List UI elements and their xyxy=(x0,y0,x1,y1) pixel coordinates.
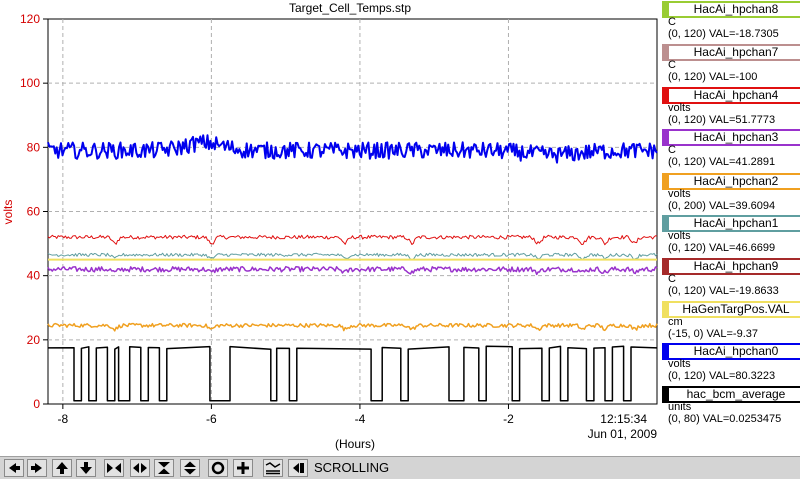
legend-range-value: (-15, 0) VAL=-9.37 xyxy=(668,328,758,340)
arrow-up-button[interactable] xyxy=(52,459,72,477)
circle-button[interactable] xyxy=(208,459,228,477)
y-tick-label: 100 xyxy=(20,76,40,90)
arrow-left-icon xyxy=(9,463,20,473)
axes: 0 20 40 60 80 100 120 -8 -6 -4 -2 xyxy=(20,12,514,426)
x-axis-label: (Hours) xyxy=(335,437,375,451)
legend-unit: cm xyxy=(668,316,683,328)
expand-horizontal-icon xyxy=(133,463,147,473)
x-tick-label: -8 xyxy=(58,412,69,426)
scroll-left-icon xyxy=(293,463,304,473)
arrow-left-button[interactable] xyxy=(4,459,24,477)
legend-unit: units xyxy=(668,401,692,413)
legend-range-value: (0, 120) VAL=80.3223 xyxy=(668,370,776,382)
trend-icon xyxy=(265,462,281,475)
series-line-HacAi_hpchan1 xyxy=(47,252,658,261)
series-layer xyxy=(47,134,658,402)
legend-unit: C xyxy=(668,16,676,28)
legend-unit: C xyxy=(668,273,676,285)
legend-entry[interactable]: HacAi_hpchan1 volts (0, 120) VAL=46.6699 xyxy=(660,214,800,254)
compress-horizontal-button[interactable] xyxy=(104,459,124,477)
legend-series-name: HacAi_hpchan9 xyxy=(662,258,800,275)
legend-series-name: HacAi_hpchan7 xyxy=(662,44,800,61)
legend-series-name: HacAi_hpchan8 xyxy=(662,1,800,18)
compress-vertical-button[interactable] xyxy=(154,459,174,477)
y-tick-label: 0 xyxy=(33,397,40,411)
y-axis-label: volts xyxy=(1,200,15,225)
legend-range-value: (0, 120) VAL=-19.8633 xyxy=(668,285,779,297)
legend-entry[interactable]: HacAi_hpchan9 C (0, 120) VAL=-19.8633 xyxy=(660,257,800,297)
legend-unit: volts xyxy=(668,102,691,114)
legend-entry[interactable]: HacAi_hpchan4 volts (0, 120) VAL=51.7773 xyxy=(660,86,800,126)
x-tick-label: -2 xyxy=(503,412,514,426)
legend-series-name: HacAi_hpchan1 xyxy=(662,215,800,232)
arrow-right-icon xyxy=(31,463,42,473)
legend-entry[interactable]: HacAi_hpchan8 C (0, 120) VAL=-18.7305 xyxy=(660,0,800,40)
chart: 0 20 40 60 80 100 120 -8 -6 -4 -2 Target_Cell_Temp… xyxy=(1,1,658,451)
expand-vertical-icon xyxy=(184,461,196,475)
legend-unit: volts xyxy=(668,188,691,200)
y-tick-label: 20 xyxy=(27,333,41,347)
y-tick-label: 120 xyxy=(20,12,40,26)
series-line-hac_bcm_average xyxy=(47,345,658,402)
legend-entry[interactable]: HacAi_hpchan7 C (0, 120) VAL=-100 xyxy=(660,43,800,83)
arrow-right-button[interactable] xyxy=(27,459,47,477)
legend-unit: C xyxy=(668,59,676,71)
arrow-down-button[interactable] xyxy=(76,459,96,477)
series-line-HacAi_hpchan4 xyxy=(47,234,658,246)
legend-series-name: HaGenTargPos.VAL xyxy=(662,301,800,318)
legend-series-name: HacAi_hpchan2 xyxy=(662,173,800,190)
circle-icon xyxy=(211,461,225,475)
plus-button[interactable] xyxy=(233,459,253,477)
series-line-HacAi_hpchan0 xyxy=(47,134,658,164)
chart-title: Target_Cell_Temps.stp xyxy=(289,1,411,15)
y-tick-label: 40 xyxy=(27,269,41,283)
x-tick-label: -4 xyxy=(355,412,366,426)
legend-unit: C xyxy=(668,144,676,156)
legend-entry[interactable]: HacAi_hpchan3 C (0, 120) VAL=41.2891 xyxy=(660,128,800,168)
timestamp-date: Jun 01, 2009 xyxy=(588,427,658,441)
arrow-down-icon xyxy=(80,462,92,474)
series-line-HacAi_hpchan2 xyxy=(47,322,658,332)
scrolling-status: SCROLLING xyxy=(314,460,390,475)
legend-range-value: (0, 120) VAL=46.6699 xyxy=(668,242,776,254)
expand-vertical-button[interactable] xyxy=(180,459,200,477)
legend-range-value: (0, 80) VAL=0.0253475 xyxy=(668,413,782,425)
legend-series-name: HacAi_hpchan4 xyxy=(662,87,800,104)
legend-series-name: HacAi_hpchan3 xyxy=(662,129,800,146)
plus-icon xyxy=(237,462,249,474)
legend-series-name: HacAi_hpchan0 xyxy=(662,343,800,360)
legend-range-value: (0, 200) VAL=39.6094 xyxy=(668,200,776,212)
timestamp-time: 12:15:34 xyxy=(600,412,647,426)
legend-unit: volts xyxy=(668,230,691,242)
legend-range-value: (0, 120) VAL=-100 xyxy=(668,71,758,83)
legend-range-value: (0, 120) VAL=41.2891 xyxy=(668,156,776,168)
legend-entry[interactable]: hac_bcm_average units (0, 80) VAL=0.025347… xyxy=(660,385,800,425)
compress-vertical-icon xyxy=(158,462,170,474)
legend-range-value: (0, 120) VAL=-18.7305 xyxy=(668,28,779,40)
expand-horizontal-button[interactable] xyxy=(130,459,150,477)
trend-button[interactable] xyxy=(263,459,283,477)
series-line-HacAi_hpchan3 xyxy=(47,265,658,276)
x-tick-label: -6 xyxy=(206,412,217,426)
grid xyxy=(48,19,657,404)
legend-entry[interactable]: HaGenTargPos.VAL cm (-15, 0) VAL=-9.37 xyxy=(660,300,800,340)
compress-horizontal-icon xyxy=(107,463,121,473)
legend-entry[interactable]: HacAi_hpchan2 volts (0, 200) VAL=39.6094 xyxy=(660,172,800,212)
y-tick-label: 60 xyxy=(27,205,41,219)
legend-entry[interactable]: HacAi_hpchan0 volts (0, 120) VAL=80.3223 xyxy=(660,342,800,382)
scroll-left-button[interactable] xyxy=(288,459,308,477)
legend-series-name: hac_bcm_average xyxy=(662,386,800,403)
arrow-up-icon xyxy=(56,462,68,474)
legend-unit: volts xyxy=(668,358,691,370)
toolbar: SCROLLING xyxy=(0,456,800,479)
y-tick-label: 80 xyxy=(27,140,41,154)
legend-range-value: (0, 120) VAL=51.7773 xyxy=(668,114,776,126)
